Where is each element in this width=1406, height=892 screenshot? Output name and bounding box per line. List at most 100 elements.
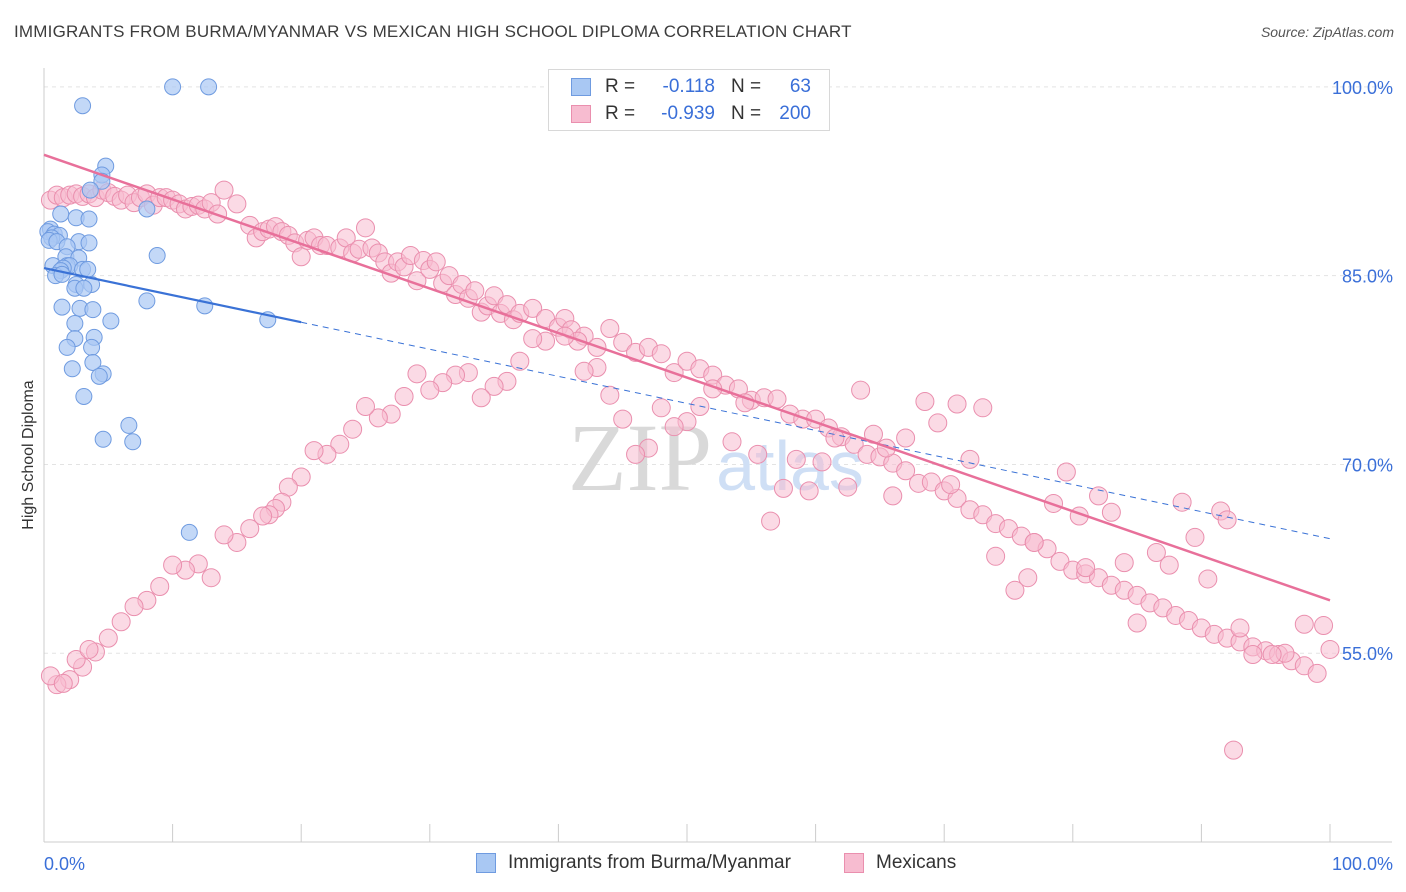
data-point-mexicans: [1230, 618, 1250, 638]
data-point-mexicans: [786, 449, 806, 469]
data-point-mexicans: [426, 252, 446, 272]
data-point-burma: [138, 200, 156, 218]
data-point-mexicans: [941, 475, 961, 495]
data-point-mexicans: [613, 332, 633, 352]
legend-row-burma: R = -0.118 N = 63: [571, 76, 811, 98]
data-point-mexicans: [626, 444, 646, 464]
data-point-mexicans: [407, 364, 427, 384]
data-point-burma: [200, 78, 218, 96]
data-point-mexicans: [960, 449, 980, 469]
legend-swatch-burma: [571, 78, 591, 96]
data-point-mexicans: [651, 344, 671, 364]
data-point-mexicans: [600, 319, 620, 339]
legend-n-label: N =: [731, 103, 762, 124]
data-point-burma: [180, 523, 198, 541]
data-point-mexicans: [613, 409, 633, 429]
data-point-burma: [90, 367, 108, 385]
legend-box: R = -0.118 N = 63 R = -0.939 N = 200: [548, 69, 830, 131]
data-point-mexicans: [799, 481, 819, 501]
data-point-mexicans: [214, 525, 234, 545]
data-point-mexicans: [1018, 568, 1038, 588]
data-point-mexicans: [896, 428, 916, 448]
data-point-mexicans: [227, 194, 247, 214]
data-point-burma: [81, 181, 99, 199]
trend-line-burma: [43, 267, 302, 324]
data-point-mexicans: [1114, 553, 1134, 573]
data-point-burma: [79, 260, 97, 278]
data-point-mexicans: [150, 577, 170, 597]
data-point-burma: [120, 416, 138, 434]
data-point-burma: [138, 292, 156, 310]
data-point-burma: [102, 312, 120, 330]
data-point-mexicans: [510, 351, 530, 371]
legend-n-label: N =: [731, 76, 762, 97]
data-point-mexicans: [1262, 644, 1282, 664]
data-point-mexicans: [484, 376, 504, 396]
data-point-burma: [124, 433, 142, 451]
data-point-mexicans: [1307, 663, 1327, 683]
axes: [43, 68, 1392, 843]
data-point-mexicans: [838, 477, 858, 497]
data-point-mexicans: [523, 298, 543, 318]
y-tick-label: 100.0%: [1332, 78, 1393, 98]
data-point-burma: [53, 265, 71, 283]
data-point-mexicans: [240, 519, 260, 539]
data-point-mexicans: [214, 180, 234, 200]
data-point-mexicans: [465, 281, 485, 301]
data-point-burma: [75, 279, 93, 297]
data-point-burma: [52, 205, 70, 223]
series-burma-points: [39, 78, 277, 541]
data-point-mexicans: [1056, 462, 1076, 482]
data-point-mexicans: [651, 398, 671, 418]
data-point-mexicans: [851, 380, 871, 400]
data-point-mexicans: [812, 452, 832, 472]
data-point-mexicans: [53, 673, 73, 693]
legend-n-value-burma: 63: [789, 76, 811, 97]
data-point-mexicans: [1024, 532, 1044, 552]
y-tick-label: 55.0%: [1342, 644, 1393, 664]
data-point-mexicans: [773, 478, 793, 498]
data-point-mexicans: [253, 506, 273, 526]
legend-n-value-mexicans: 200: [779, 103, 811, 124]
data-point-burma: [58, 338, 76, 356]
data-point-mexicans: [394, 386, 414, 406]
trend-lines: [43, 153, 1331, 602]
legend-row-mexicans: R = -0.939 N = 200: [571, 103, 811, 125]
data-point-mexicans: [201, 568, 221, 588]
legend-r-label: R =: [605, 76, 636, 97]
bottom-legend-swatch-mexicans: [844, 853, 864, 873]
data-point-mexicans: [1076, 558, 1096, 578]
data-point-mexicans: [1224, 740, 1244, 760]
data-point-burma: [164, 78, 182, 96]
data-point-mexicans: [420, 380, 440, 400]
data-point-mexicans: [356, 218, 375, 238]
tick-labels: 100.0% 85.0% 70.0% 55.0% 0.0% 100.0%: [44, 78, 1393, 874]
data-point-mexicans: [664, 417, 684, 437]
data-point-mexicans: [574, 361, 594, 381]
data-point-burma: [75, 387, 93, 405]
data-point-mexicans: [1159, 555, 1179, 575]
data-point-mexicans: [291, 247, 311, 267]
x-tick-label: 100.0%: [1332, 854, 1393, 874]
bottom-legend-mexicans: Mexicans: [844, 852, 956, 874]
x-tick-label: 0.0%: [44, 854, 85, 874]
data-point-mexicans: [973, 398, 993, 418]
chart-title: IMMIGRANTS FROM BURMA/MYANMAR VS MEXICAN…: [14, 22, 852, 41]
data-point-mexicans: [1198, 569, 1218, 589]
trend-line-burma-extended: [301, 321, 1331, 540]
data-point-mexicans: [304, 441, 324, 461]
data-point-mexicans: [896, 461, 916, 481]
legend-swatch-mexicans: [571, 105, 591, 123]
y-axis-label: High School Diploma: [20, 380, 37, 530]
data-point-mexicans: [722, 432, 742, 452]
data-point-mexicans: [368, 408, 388, 428]
data-point-mexicans: [523, 329, 543, 349]
data-point-mexicans: [356, 397, 375, 417]
data-point-burma: [84, 301, 102, 319]
data-point-burma: [53, 298, 71, 316]
data-point-mexicans: [79, 639, 99, 659]
data-point-mexicans: [761, 511, 781, 531]
data-point-burma: [80, 210, 98, 228]
bottom-legend-burma: Immigrants from Burma/Myanmar: [476, 852, 791, 874]
data-point-mexicans: [915, 392, 935, 412]
